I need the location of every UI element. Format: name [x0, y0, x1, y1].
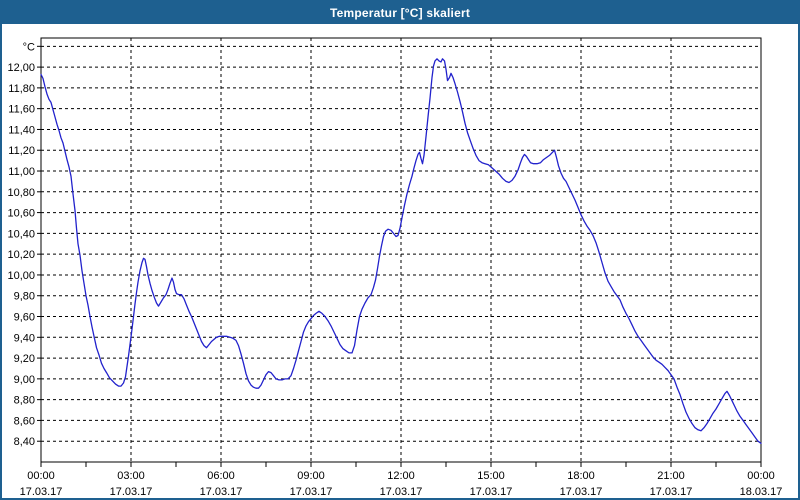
x-time-label: 18:00 [567, 470, 595, 482]
temperature-series-line [40, 58, 762, 444]
x-time-label: 09:00 [297, 470, 325, 482]
y-tick-label: 9,60 [14, 312, 35, 324]
y-tick-label: 9,20 [14, 353, 35, 365]
y-tick-label: 12,00 [7, 62, 35, 74]
x-time-label: 00:00 [747, 470, 775, 482]
x-time-label: 00:00 [27, 470, 55, 482]
y-tick-label: 9,80 [14, 291, 35, 303]
x-date-label: 17.03.17 [20, 486, 63, 498]
x-date-label: 17.03.17 [560, 486, 603, 498]
y-tick-label: 11,40 [8, 124, 35, 136]
y-tick-label: 10,00 [7, 270, 35, 282]
x-date-label: 17.03.17 [200, 486, 243, 498]
x-date-label: 17.03.17 [470, 486, 513, 498]
title-bar: Temperatur [°C] skaliert [2, 2, 798, 24]
y-tick-label: °C [23, 41, 35, 53]
plot-border [40, 37, 762, 463]
x-date-label: 17.03.17 [380, 486, 423, 498]
y-tick-label: 10,60 [7, 208, 35, 220]
x-date-label: 17.03.17 [290, 486, 333, 498]
x-time-label: 03:00 [117, 470, 145, 482]
y-tick-label: 10,20 [7, 249, 35, 261]
x-date-label: 18.03.17 [740, 486, 783, 498]
y-tick-label: 10,80 [7, 187, 35, 199]
y-tick-label: 8,80 [14, 395, 35, 407]
y-tick-label: 9,00 [14, 374, 35, 386]
y-tick-label: 11,20 [8, 145, 35, 157]
y-tick-label: 11,80 [8, 83, 35, 95]
y-tick-label: 11,60 [8, 104, 35, 116]
y-tick-label: 10,40 [7, 228, 35, 240]
window-title: Temperatur [°C] skaliert [329, 6, 471, 20]
chart-svg: °C 12,00 11,80 11,60 11,40 11,20 11,00 10,80 10,… [7, 37, 783, 498]
x-date-label: 17.03.17 [650, 486, 693, 498]
x-time-label: 06:00 [207, 470, 235, 482]
y-tick-label: 11,00 [8, 166, 35, 178]
y-tick-label: 9,40 [14, 332, 35, 344]
temperature-chart: °C 12,00 11,80 11,60 11,40 11,20 11,00 10,80 10,… [2, 24, 798, 498]
y-tick-label: 8,60 [14, 415, 35, 427]
y-tick-label: 8,40 [14, 436, 35, 448]
x-time-label: 12:00 [387, 470, 415, 482]
x-time-label: 15:00 [477, 470, 505, 482]
x-time-label: 21:00 [657, 470, 685, 482]
x-date-label: 17.03.17 [110, 486, 153, 498]
